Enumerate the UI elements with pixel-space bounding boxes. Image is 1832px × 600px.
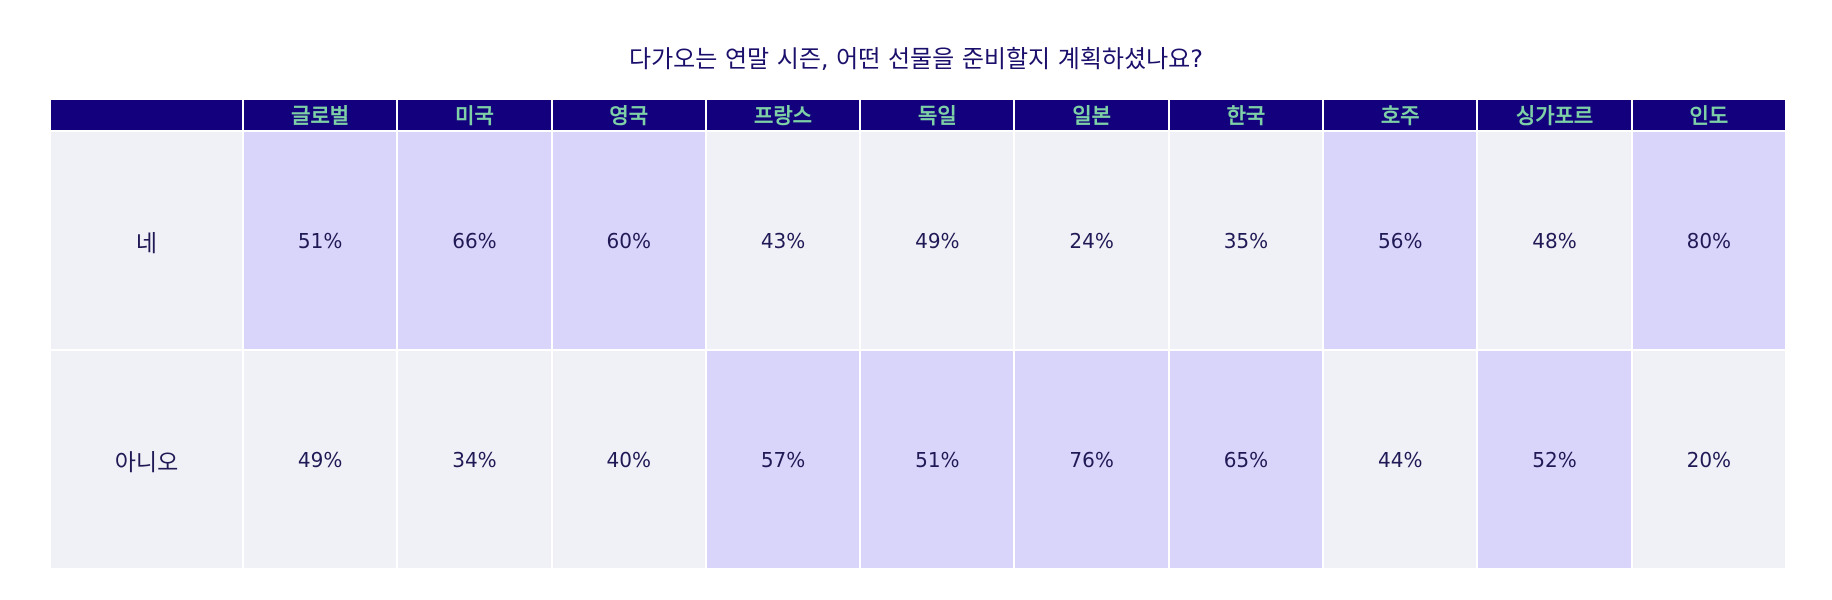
corner-cell [49, 98, 244, 132]
value-cell: 65% [1167, 349, 1325, 570]
value-cell: 57% [704, 349, 862, 570]
column-header: 호주 [1322, 98, 1479, 132]
column-header: 싱가포르 [1476, 98, 1633, 132]
value-cell: 20% [1630, 349, 1787, 570]
column-header: 일본 [1013, 98, 1170, 132]
row-label: 아니오 [49, 349, 244, 570]
results-table: 글로벌 미국 영국 프랑스 독일 일본 한국 호주 싱가포르 인도 네 51% 66% 60% 43% 49… [49, 98, 1787, 570]
table-body: 네 51% 66% 60% 43% 49% 24% 35% 56% 48% 80% 아니오 49% 34%… [49, 130, 1787, 570]
value-cell: 43% [704, 130, 862, 351]
column-header: 글로벌 [241, 98, 399, 132]
value-cell: 52% [1476, 349, 1633, 570]
value-cell: 51% [241, 130, 399, 351]
value-cell: 49% [241, 349, 399, 570]
value-cell: 66% [396, 130, 553, 351]
value-cell: 76% [1013, 349, 1170, 570]
value-cell: 48% [1476, 130, 1633, 351]
row-label: 네 [49, 130, 244, 351]
value-cell: 35% [1167, 130, 1325, 351]
table-row: 아니오 49% 34% 40% 57% 51% 76% 65% 44% 52% 20% [49, 349, 1787, 570]
header-row: 글로벌 미국 영국 프랑스 독일 일본 한국 호주 싱가포르 인도 [49, 98, 1787, 132]
value-cell: 49% [859, 130, 1016, 351]
column-header: 미국 [396, 98, 553, 132]
value-cell: 24% [1013, 130, 1170, 351]
column-header: 독일 [859, 98, 1016, 132]
chart-title: 다가오는 연말 시즌, 어떤 선물을 준비할지 계획하셨나요? [629, 45, 1203, 73]
value-cell: 44% [1322, 349, 1479, 570]
value-cell: 40% [550, 349, 707, 570]
column-header: 프랑스 [704, 98, 862, 132]
column-header: 영국 [550, 98, 707, 132]
column-header: 한국 [1167, 98, 1325, 132]
value-cell: 34% [396, 349, 553, 570]
value-cell: 80% [1630, 130, 1787, 351]
value-cell: 51% [859, 349, 1016, 570]
value-cell: 56% [1322, 130, 1479, 351]
column-header: 인도 [1630, 98, 1787, 132]
table-row: 네 51% 66% 60% 43% 49% 24% 35% 56% 48% 80% [49, 130, 1787, 351]
value-cell: 60% [550, 130, 707, 351]
